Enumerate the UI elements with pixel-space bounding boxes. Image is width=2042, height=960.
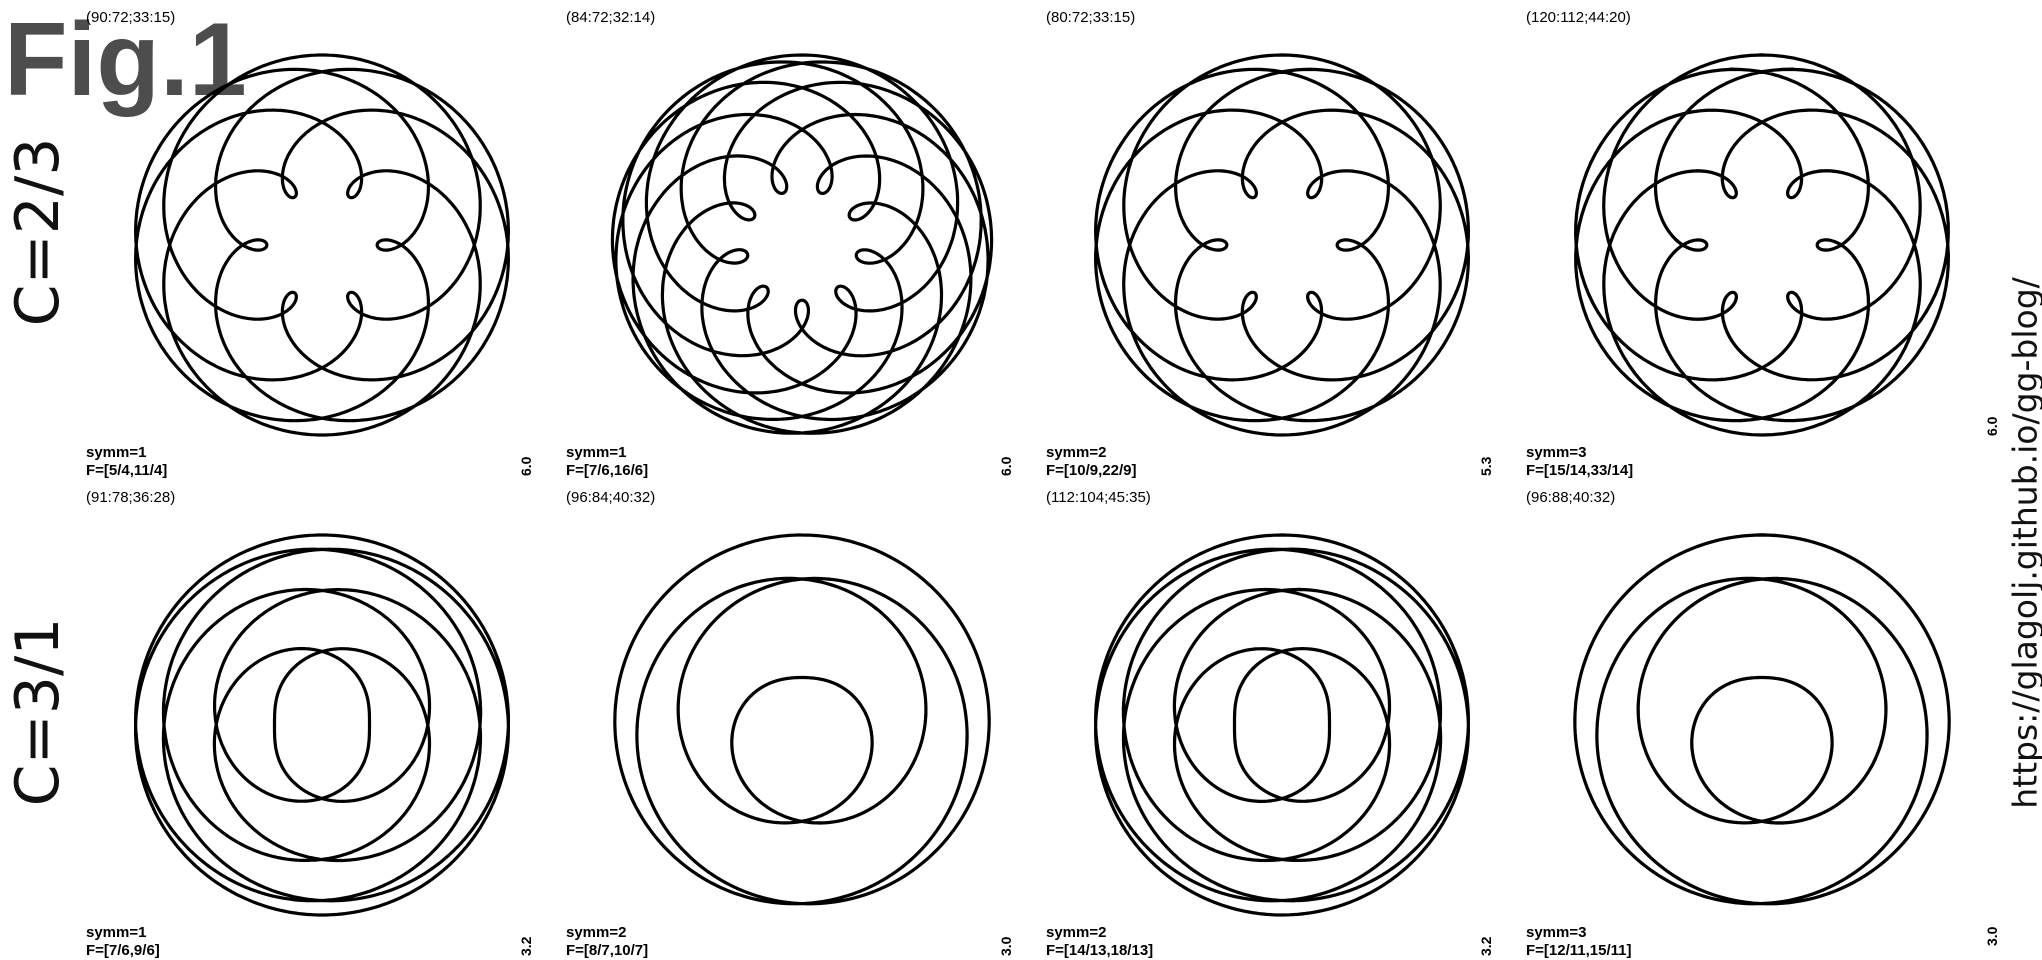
curve-panel: (80:72;33:15) symm=2 F=[10/9,22/9] 6.0 xyxy=(998,0,1522,480)
frequency-label: F=[15/14,33/14] xyxy=(1526,462,1634,479)
frequency-label: F=[5/4,11/4] xyxy=(86,462,168,479)
frequency-label: F=[12/11,15/11] xyxy=(1526,942,1632,959)
symmetry-label: symm=3 xyxy=(1526,444,1587,461)
symmetry-label: symm=2 xyxy=(1046,924,1107,941)
curve-plot xyxy=(1573,533,1951,906)
panel-info: symm=2 F=[10/9,22/9] xyxy=(1046,444,1136,480)
panel-info: symm=2 F=[14/13,18/13] xyxy=(1046,924,1153,960)
curve-path xyxy=(1574,53,1950,437)
curve-path xyxy=(613,533,991,906)
curve-path xyxy=(610,53,994,435)
panel-params: (96:88;40:32) xyxy=(1526,489,1616,506)
curve-plot xyxy=(1094,533,1470,917)
panel-info: symm=3 F=[15/14,33/14] xyxy=(1526,444,1633,480)
frequency-label: F=[14/13,18/13] xyxy=(1046,942,1154,959)
panel-params: (90:72;33:15) xyxy=(86,9,176,26)
row-label-c-2-3: C=2/3 xyxy=(3,137,73,327)
panel-params: (112:104;45:35) xyxy=(1046,489,1151,506)
curve-panel: (91:78;36:28) symm=1 F=[7/6,9/6] xyxy=(82,480,562,960)
curve-panel: (120:112;44:20) symm=3 F=[15/14,33/14] 5… xyxy=(1478,0,2002,480)
blog-url: https://glagolj.github.io/gg-blog/ xyxy=(2005,277,2042,809)
frequency-label: F=[7/6,16/6] xyxy=(566,462,649,479)
symmetry-label: symm=2 xyxy=(1046,444,1107,461)
curve-plot xyxy=(134,53,510,437)
panel-scale: 3.2 xyxy=(518,936,534,956)
panel-params: (91:78;36:28) xyxy=(86,489,176,506)
figure-title: Fig.1 xyxy=(4,2,247,118)
panel-params: (84:72;32:14) xyxy=(566,9,656,26)
curve-path xyxy=(134,53,510,437)
curve-plot xyxy=(134,533,510,917)
curve-plot xyxy=(1574,53,1950,437)
panel-params: (80:72;33:15) xyxy=(1046,9,1136,26)
panel-params: (120:112;44:20) xyxy=(1526,9,1631,26)
curve-plot xyxy=(1094,53,1470,437)
panel-info: symm=1 F=[7/6,16/6] xyxy=(566,444,648,480)
panel-info: symm=3 F=[12/11,15/11] xyxy=(1526,924,1632,960)
symmetry-label: symm=2 xyxy=(566,924,627,941)
panel-scale: 6.0 xyxy=(998,456,1014,476)
curve-panel: (112:104;45:35) symm=2 F=[14/13,18/13] 3… xyxy=(998,480,1522,960)
symmetry-label: symm=3 xyxy=(1526,924,1587,941)
panel-scale: 6.0 xyxy=(518,456,534,476)
frequency-label: F=[10/9,22/9] xyxy=(1046,462,1137,479)
symmetry-label: symm=1 xyxy=(566,444,627,461)
curve-path xyxy=(1094,53,1470,437)
curve-panel: (84:72;32:14) symm=1 F=[7/6,16/6] 6.0 xyxy=(518,0,1042,480)
panel-info: symm=1 F=[5/4,11/4] xyxy=(86,444,167,480)
curve-plot xyxy=(610,53,994,435)
symmetry-label: symm=1 xyxy=(86,924,147,941)
curve-path xyxy=(134,533,510,917)
panel-scale: 3.0 xyxy=(998,936,1014,956)
panel-params: (96:84;40:32) xyxy=(566,489,656,506)
symmetry-label: symm=1 xyxy=(86,444,147,461)
curve-panel: (96:88;40:32) symm=3 F=[12/11,15/11] 3.2 xyxy=(1478,480,2002,960)
curve-path xyxy=(1094,533,1470,917)
frequency-label: F=[8/7,10/7] xyxy=(566,942,649,959)
curve-plot xyxy=(613,533,991,906)
curve-panel: (96:84;40:32) symm=2 F=[8/7,10/7] 3.2 xyxy=(518,480,1042,960)
curve-path xyxy=(1573,533,1951,906)
panel-scale: 5.3 xyxy=(1478,456,1494,476)
panel-scale: 3.2 xyxy=(1478,936,1494,956)
row-label-c-3-1: C=3/1 xyxy=(3,617,73,807)
panel-info: symm=1 F=[7/6,9/6] xyxy=(86,924,160,960)
panel-info: symm=2 F=[8/7,10/7] xyxy=(566,924,648,960)
frequency-label: F=[7/6,9/6] xyxy=(86,942,160,959)
curve-panel: (90:72;33:15) symm=1 F=[5/4,11/4] xyxy=(82,0,562,480)
